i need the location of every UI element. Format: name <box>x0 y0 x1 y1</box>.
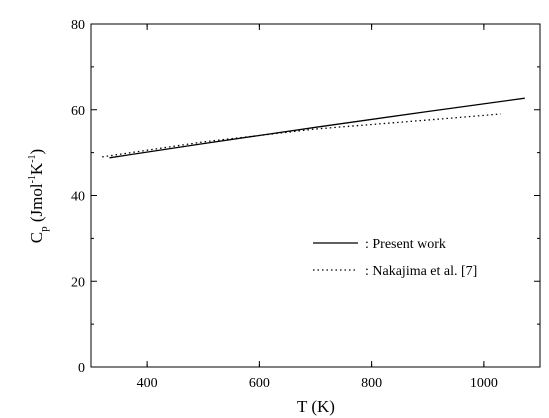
y-axis-title-exp1: -1 <box>27 175 38 183</box>
y-axis-title-main: C <box>27 232 46 243</box>
tick-labels: 400 600 800 1000 0 20 40 60 80 <box>71 18 498 391</box>
axis-ticks <box>91 23 540 368</box>
x-axis-title: T (K) <box>297 397 335 416</box>
legend-label-present-work: : Present work <box>365 237 446 252</box>
y-axis-title-sub: p <box>38 226 50 232</box>
series-line-nakajima <box>102 113 501 158</box>
x-tick-label-600: 600 <box>249 376 270 391</box>
legend-label-nakajima: : Nakajima et al. [7] <box>365 264 477 279</box>
y-tick-label-80: 80 <box>71 18 85 33</box>
y-axis-title-unit-close: ) <box>27 149 46 155</box>
plot-frame <box>90 23 541 368</box>
x-tick-label-800: 800 <box>361 376 382 391</box>
y-axis-title: Cp (Jmol-1K-1) <box>27 149 50 243</box>
y-tick-label-0: 0 <box>78 361 85 376</box>
y-tick-label-20: 20 <box>71 275 85 290</box>
legend: : Present work : Nakajima et al. [7] <box>313 237 477 279</box>
x-tick-label-1000: 1000 <box>470 376 498 391</box>
series-layer <box>102 97 525 159</box>
y-axis-title-unit-mid: K <box>27 162 46 175</box>
x-tick-label-400: 400 <box>137 376 158 391</box>
y-tick-label-60: 60 <box>71 104 85 119</box>
y-axis-title-exp2: -1 <box>27 154 38 162</box>
series-line-present-work <box>109 97 525 159</box>
y-axis-title-unit-open: (Jmol <box>27 183 46 226</box>
y-tick-label-40: 40 <box>71 190 85 205</box>
